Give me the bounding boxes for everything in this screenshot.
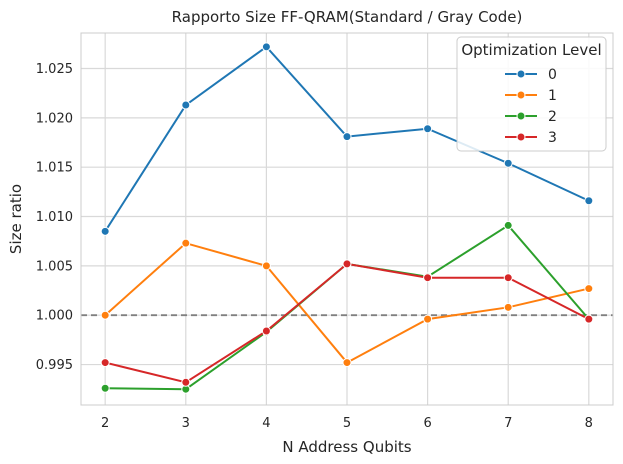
- series-1: [100, 238, 594, 368]
- x-axis: 2 3 4 5 6 7 8: [101, 416, 593, 431]
- y-tick-label: 1.010: [36, 210, 73, 225]
- x-tick-label: 6: [423, 416, 431, 431]
- legend-label: 0: [548, 67, 557, 83]
- series-layer: [100, 42, 594, 394]
- x-tick-label: 5: [343, 416, 351, 431]
- y-tick-label: 1.025: [36, 62, 73, 77]
- data-point-3: [584, 314, 594, 324]
- legend-marker: [516, 111, 526, 121]
- legend-marker: [516, 132, 526, 142]
- legend-label: 2: [548, 109, 557, 125]
- y-tick-label: 1.015: [36, 161, 73, 176]
- legend-item-0: 0: [505, 67, 557, 83]
- data-point-1: [584, 284, 594, 294]
- x-axis-label: N Address Qubits: [282, 438, 411, 456]
- data-point-0: [503, 158, 513, 168]
- data-point-0: [261, 42, 271, 52]
- data-point-2: [503, 220, 513, 230]
- data-point-3: [342, 259, 352, 269]
- y-tick-label: 1.000: [36, 309, 73, 324]
- y-axis-label: Size ratio: [7, 184, 25, 254]
- x-tick-label: 4: [262, 416, 270, 431]
- data-point-3: [181, 377, 191, 387]
- data-point-0: [584, 196, 594, 206]
- data-point-1: [423, 314, 433, 324]
- y-axis: 0.995 1.000 1.005 1.010 1.015 1.020 1.025: [36, 62, 73, 373]
- legend-items: 0 1 2 3: [505, 67, 557, 146]
- legend-marker: [516, 69, 526, 79]
- y-tick-label: 1.020: [36, 111, 73, 126]
- y-tick-label: 1.005: [36, 259, 73, 274]
- y-tick-label: 0.995: [36, 358, 73, 373]
- data-point-2: [100, 383, 110, 393]
- x-tick-label: 8: [585, 416, 593, 431]
- legend-title: Optimization Level: [461, 41, 601, 59]
- data-point-0: [181, 100, 191, 110]
- legend-label: 3: [548, 130, 557, 146]
- data-point-1: [503, 302, 513, 312]
- data-point-3: [423, 273, 433, 283]
- data-point-1: [181, 238, 191, 248]
- legend: Optimization Level 0 1 2 3: [456, 36, 607, 152]
- series-0: [100, 42, 594, 236]
- x-tick-label: 2: [101, 416, 109, 431]
- data-point-0: [423, 124, 433, 134]
- legend-label: 1: [548, 88, 557, 104]
- data-point-3: [261, 326, 271, 336]
- series-3: [100, 259, 594, 387]
- legend-item-1: 1: [505, 88, 557, 104]
- data-point-1: [261, 261, 271, 271]
- data-point-3: [100, 358, 110, 368]
- chart-title: Rapporto Size FF-QRAM(Standard / Gray Co…: [172, 8, 523, 26]
- data-point-1: [342, 358, 352, 368]
- legend-item-2: 2: [505, 109, 557, 125]
- plot-frame: [80, 32, 614, 406]
- x-tick-label: 7: [504, 416, 512, 431]
- legend-item-3: 3: [505, 130, 557, 146]
- data-point-3: [503, 273, 513, 283]
- x-tick-label: 3: [182, 416, 190, 431]
- data-point-1: [100, 310, 110, 320]
- legend-marker: [516, 90, 526, 100]
- data-point-0: [100, 226, 110, 236]
- data-point-0: [342, 132, 352, 142]
